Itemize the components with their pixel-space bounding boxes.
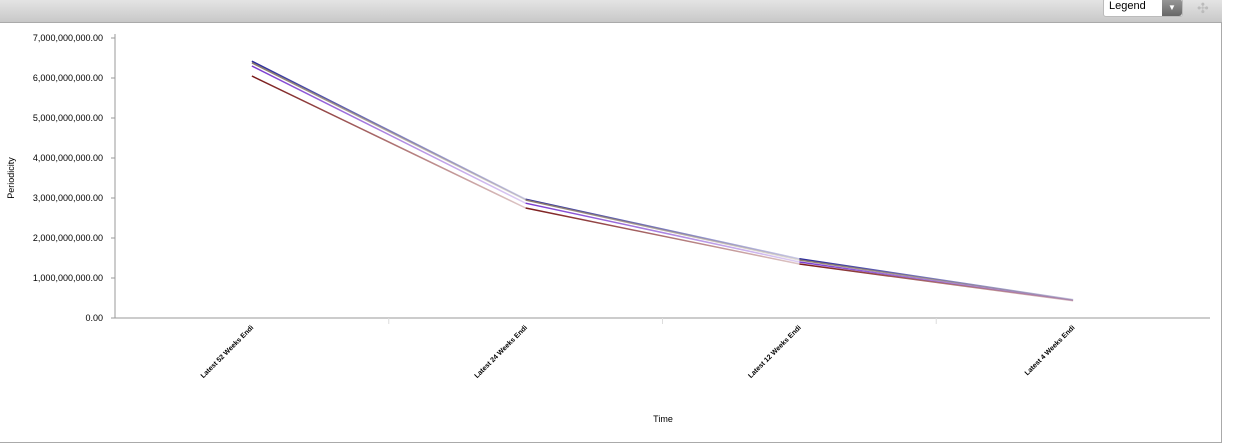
y-tick-label: 7,000,000,000.00: [33, 33, 103, 43]
legend-label: Legend: [1109, 0, 1146, 12]
chart-toolbar: Legend ▼ ✣: [0, 0, 1222, 23]
move-grip-icon[interactable]: ✣: [1197, 0, 1209, 16]
y-tick-label: 3,000,000,000.00: [33, 193, 103, 203]
series-0-segment: [251, 60, 526, 200]
chart-frame: [0, 22, 1222, 443]
y-tick-label: 5,000,000,000.00: [33, 113, 103, 123]
y-axis-title: Periodicity: [6, 157, 16, 199]
series-3-segment: [525, 207, 800, 265]
series-1-segment: [251, 62, 526, 201]
y-tick-label: 6,000,000,000.00: [33, 73, 103, 83]
series-2-segment: [251, 65, 526, 204]
x-tick-label: Latest 24 Weeks Endi: [474, 324, 530, 380]
y-tick-label: 0.00: [85, 313, 103, 323]
x-tick-label: Latest 52 Weeks Endi: [200, 324, 256, 380]
series-3-segment: [799, 263, 1074, 302]
y-tick-label: 2,000,000,000.00: [33, 233, 103, 243]
series-1-segment: [525, 199, 800, 261]
x-tick-label: Latest 12 Weeks Endi: [747, 324, 803, 380]
series-3-segment: [251, 75, 526, 209]
y-tick-label: 4,000,000,000.00: [33, 153, 103, 163]
x-axis-title: Time: [653, 414, 673, 424]
series-2-segment: [525, 202, 800, 263]
series-0-segment: [525, 198, 800, 260]
legend-dropdown[interactable]: Legend ▼: [1103, 0, 1183, 17]
y-tick-label: 1,000,000,000.00: [33, 273, 103, 283]
x-tick-label: Latest 4 Weeks Endi: [1024, 324, 1077, 377]
caret-down-icon[interactable]: ▼: [1162, 0, 1182, 16]
